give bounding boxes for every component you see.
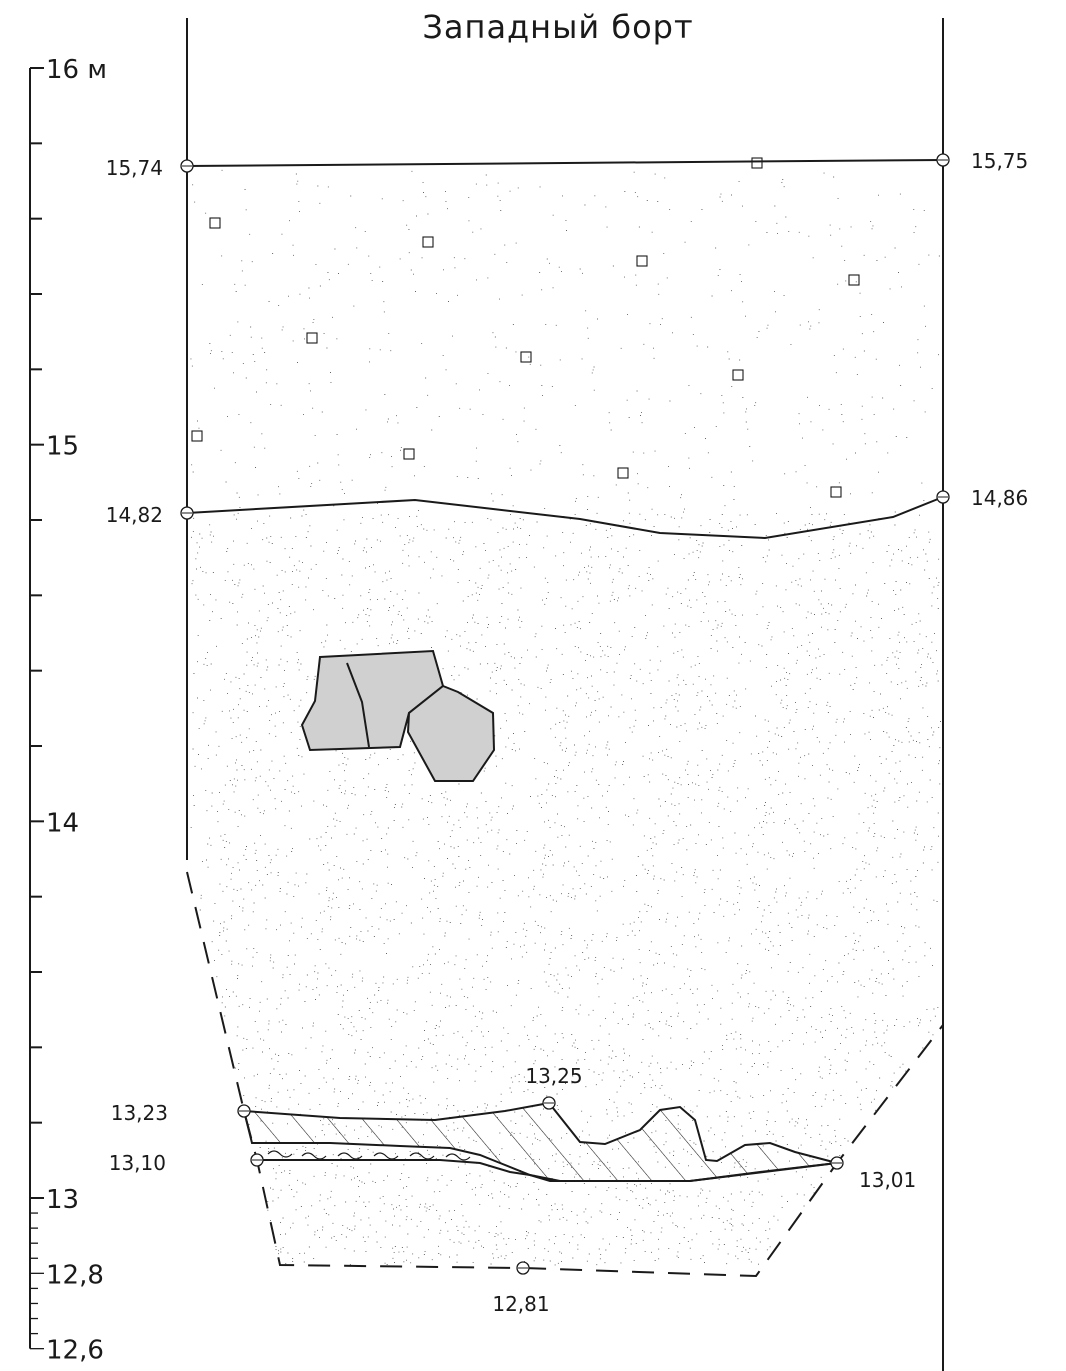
elevation-markers xyxy=(180,153,950,1275)
stones xyxy=(300,649,496,782)
hatched-lens xyxy=(242,1101,838,1182)
square-mark-6 xyxy=(520,351,532,363)
depth-scale: 16 м 15 14 13 12,8 12,6 xyxy=(29,55,107,1366)
square-mark-10 xyxy=(617,467,629,479)
scale-label-0: 16 м xyxy=(46,55,107,85)
square-mark-8 xyxy=(191,430,203,442)
square-mark-7 xyxy=(732,369,744,381)
square-mark-9 xyxy=(403,448,415,460)
elev-mid-left: 14,82 xyxy=(106,503,163,527)
scale-label-1: 15 xyxy=(46,432,79,462)
upper-layer-squares xyxy=(191,157,860,498)
layer-boundary-line xyxy=(186,496,944,540)
elev-mid-right: 14,86 xyxy=(971,486,1028,510)
stone-left xyxy=(300,649,445,752)
square-mark-0 xyxy=(751,157,763,169)
section-title: Западный борт xyxy=(422,8,693,46)
square-mark-1 xyxy=(209,217,221,229)
elev-lens-top: 13,25 xyxy=(525,1064,582,1088)
wavy-texture xyxy=(267,1150,471,1161)
scale-label-2: 14 xyxy=(46,808,79,838)
elev-lens-left-lower: 13,10 xyxy=(109,1151,166,1175)
sand-texture xyxy=(190,169,941,1266)
elev-top-left: 15,74 xyxy=(106,156,163,180)
square-mark-5 xyxy=(306,332,318,344)
wavy-lens xyxy=(257,1159,838,1182)
elev-top-right: 15,75 xyxy=(971,149,1028,173)
surface-line xyxy=(186,159,944,167)
scale-label-5: 12,6 xyxy=(46,1336,104,1366)
square-mark-3 xyxy=(636,255,648,267)
square-mark-4 xyxy=(848,274,860,286)
square-mark-11 xyxy=(830,486,842,498)
stone-right xyxy=(406,684,496,782)
elev-lens-left-upper: 13,23 xyxy=(111,1101,168,1125)
square-mark-2 xyxy=(422,236,434,248)
scale-label-3: 13 xyxy=(46,1185,79,1215)
elev-pit-bottom: 12,81 xyxy=(492,1292,549,1316)
stone-crack xyxy=(346,662,370,748)
elev-lens-right: 13,01 xyxy=(859,1168,916,1192)
scale-label-4: 12,8 xyxy=(46,1260,104,1290)
